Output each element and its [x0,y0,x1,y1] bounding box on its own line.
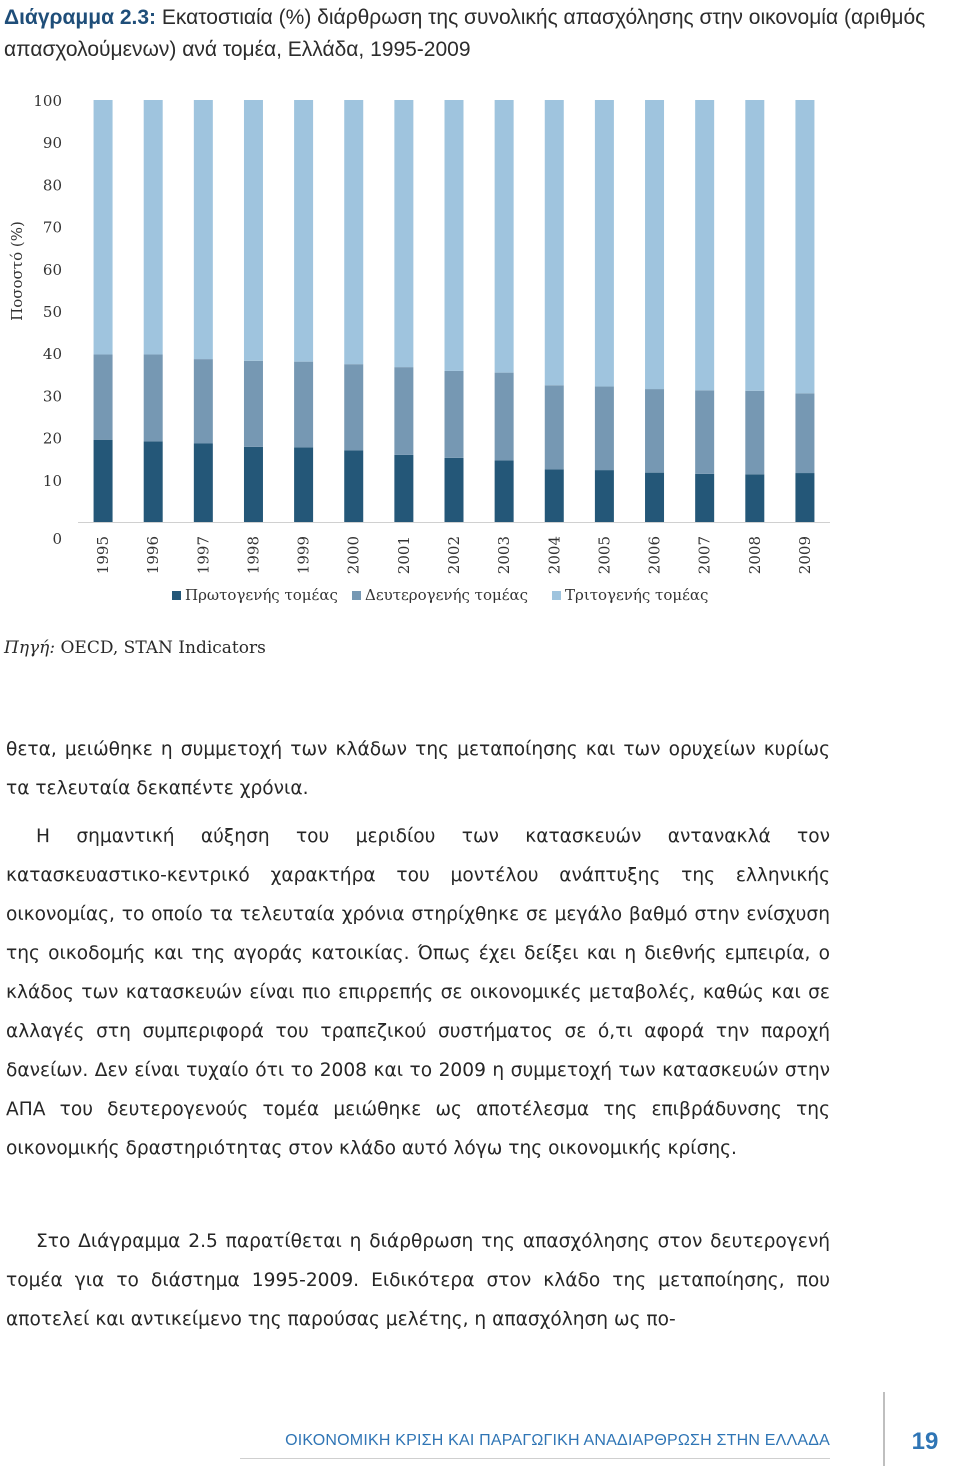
bar-segment [93,439,113,522]
bar-segment [143,441,163,522]
y-tick-label: 0 [52,530,62,548]
bar-segment [645,389,665,473]
footer-separator [883,1392,885,1466]
legend-label: Πρωτογενής τομέας [185,586,338,604]
bar-segment [344,100,364,365]
bar-segment [745,100,765,391]
x-tick-label: 2008 [746,536,764,574]
y-tick-label: 80 [43,176,62,194]
bar-segment [294,447,314,522]
legend-swatch [172,591,181,600]
bar-segment [344,364,364,451]
bar-segment [745,390,765,475]
x-tick-label: 2006 [646,536,664,574]
y-tick-label: 90 [43,134,62,152]
bar-segment [594,386,614,471]
legend-label: Τριτογενής τομέας [565,586,708,604]
bar-segment [394,454,414,522]
y-tick-label: 40 [43,345,62,363]
x-tick-label: 2009 [796,536,814,574]
paragraph-3: Στο Διάγραμμα 2.5 παρατίθεται η διάρθρωσ… [6,1222,830,1339]
figure-caption: Διάγραμμα 2.3: Εκατοστιαία (%) διάρθρωση… [4,2,954,66]
x-tick-label: 2004 [545,536,563,574]
y-tick-label: 10 [43,472,62,490]
y-tick-label: 60 [43,261,62,279]
bar-segment [444,457,464,522]
x-tick-label: 2003 [495,536,513,574]
bar-segment [243,446,263,522]
y-tick-label: 100 [33,92,62,110]
bar-segment [695,390,715,474]
figure-title: Εκατοστιαία (%) διάρθρωση της συνολικής … [4,6,926,61]
x-tick-label: 1999 [295,536,313,574]
x-tick-label: 1998 [244,536,262,574]
bar-segment [444,100,464,371]
x-tick-label: 1997 [194,536,212,574]
bar-segment [444,370,464,458]
bar-segment [494,100,514,373]
bar-segment [294,100,314,362]
legend-label: Δευτερογενής τομέας [365,586,528,604]
bar-segment [594,100,614,387]
paragraph-2: Η σημαντική αύξηση του μεριδίου των κατα… [6,817,830,1168]
y-tick-label: 50 [43,303,62,321]
bar-segment [193,443,213,522]
bar-segment [494,460,514,522]
bar-segment [645,100,665,390]
bar-segment [193,100,213,360]
x-tick-label: 1995 [94,536,112,574]
bar-segment [795,100,815,394]
bar-segment [93,354,113,440]
x-tick-label: 2001 [395,536,413,574]
source-note: Πηγή: OECD, STAN Indicators [4,638,266,658]
bar-segment [394,100,414,368]
bar-segment [795,393,815,474]
legend-swatch [552,591,561,600]
paragraph-2-text: Η σημαντική αύξηση του μεριδίου των κατα… [6,826,830,1159]
bar-segment [93,100,113,355]
bar-segment [243,360,263,447]
bar-segment [394,367,414,455]
bar-segment [544,469,564,522]
y-axis-label: Ποσοστό (%) [8,221,26,321]
bar-segment [494,372,514,461]
y-tick-label: 30 [43,387,62,405]
footer-rule [240,1458,830,1459]
page-number: 19 [911,1428,939,1455]
paragraph-1-text: θετα, μειώθηκε η συμμετοχή των κλάδων τη… [6,739,830,799]
bar-segment [294,361,314,448]
source-label: Πηγή: [4,638,56,658]
y-tick-label: 20 [43,430,62,448]
x-tick-label: 2000 [345,536,363,574]
bar-segment [695,100,715,391]
bar-segment [795,473,815,522]
figure-label: Διάγραμμα 2.3: [4,6,157,29]
bar-segment [143,354,163,442]
legend-swatch [352,591,361,600]
paragraph-1: θετα, μειώθηκε η συμμετοχή των κλάδων τη… [6,730,830,808]
bar-segment [143,100,163,355]
paragraph-3-text: Στο Διάγραμμα 2.5 παρατίθεται η διάρθρωσ… [6,1231,830,1330]
x-tick-label: 2005 [595,536,613,574]
y-tick-label: 70 [43,219,62,237]
source-text: OECD, STAN Indicators [60,638,266,658]
bar-segment [594,470,614,522]
running-footer-title: ΟΙΚΟΝΟΜΙΚΗ ΚΡΙΣΗ ΚΑΙ ΠΑΡΑΓΩΓΙΚΗ ΑΝΑΔΙΑΡΘ… [285,1432,830,1449]
bar-segment [745,474,765,522]
bar-segment [544,100,564,386]
bar-segment [645,472,665,522]
bar-segment [344,450,364,522]
stacked-bar-chart: 0 10 20 30 40 50 60 70 80 90 100 Ποσοστό (%) 1995 199… [8,92,830,604]
bar-segment [243,100,263,361]
bar-segment [695,473,715,522]
x-tick-label: 2007 [696,536,714,574]
bar-segment [193,359,213,444]
x-tick-label: 1996 [144,536,162,574]
bar-segment [544,385,564,470]
x-tick-label: 2002 [445,536,463,574]
